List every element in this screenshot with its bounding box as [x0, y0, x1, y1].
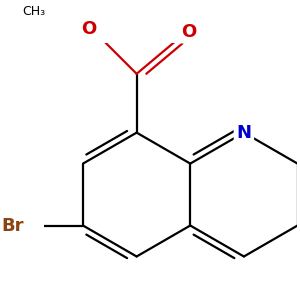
- Text: O: O: [81, 20, 96, 38]
- Text: CH₃: CH₃: [23, 5, 46, 18]
- Text: Br: Br: [1, 217, 24, 235]
- Text: N: N: [236, 124, 251, 142]
- Text: O: O: [181, 23, 196, 41]
